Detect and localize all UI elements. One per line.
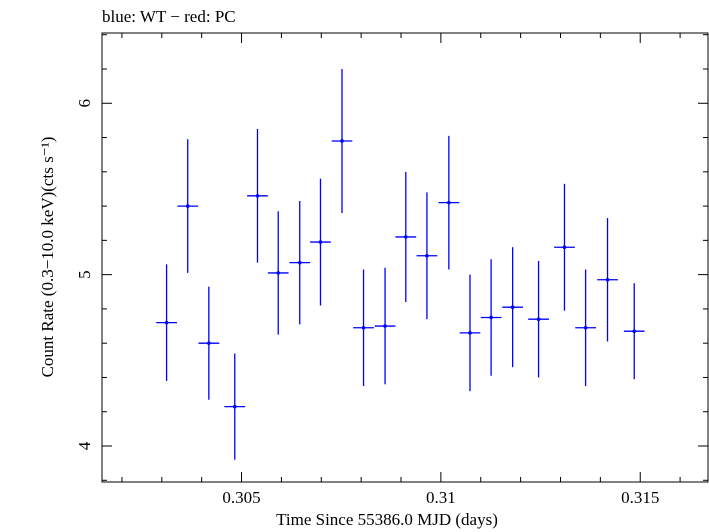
x-tick-label: 0.31 <box>426 488 456 507</box>
data-point <box>255 194 260 198</box>
y-axis-label: Count Rate (0.3−10.0 keV)(cts s⁻¹) <box>38 137 57 378</box>
x-tick-label: 0.315 <box>621 488 659 507</box>
data-point <box>232 404 237 409</box>
data-point <box>536 317 541 321</box>
x-axis-label: Time Since 55386.0 MJD (days) <box>276 510 498 529</box>
y-tick-label: 6 <box>75 99 94 108</box>
data-point <box>185 204 190 208</box>
data-point <box>403 235 408 239</box>
data-point <box>583 325 588 330</box>
data-point <box>318 240 323 244</box>
data-marks <box>156 68 645 460</box>
data-point <box>207 341 211 345</box>
y-tick-label: 4 <box>75 441 94 450</box>
data-point <box>340 139 344 143</box>
data-point <box>605 277 610 282</box>
data-point <box>510 305 515 309</box>
data-point <box>361 325 366 330</box>
x-tick-label: 0.305 <box>222 488 260 507</box>
data-point <box>489 315 493 320</box>
data-point <box>276 271 281 275</box>
data-point <box>632 329 637 333</box>
data-point <box>562 245 567 250</box>
y-tick-label: 5 <box>75 270 94 279</box>
axes: 0.305 0.31 0.315 4 5 6 <box>75 33 708 507</box>
data-point <box>447 200 451 205</box>
data-point <box>425 253 429 258</box>
data-point <box>468 331 472 335</box>
plot-frame <box>101 32 709 483</box>
data-point <box>164 320 169 325</box>
data-point <box>297 260 302 265</box>
data-point <box>383 324 387 328</box>
chart-title: blue: WT − red: PC <box>102 7 236 26</box>
